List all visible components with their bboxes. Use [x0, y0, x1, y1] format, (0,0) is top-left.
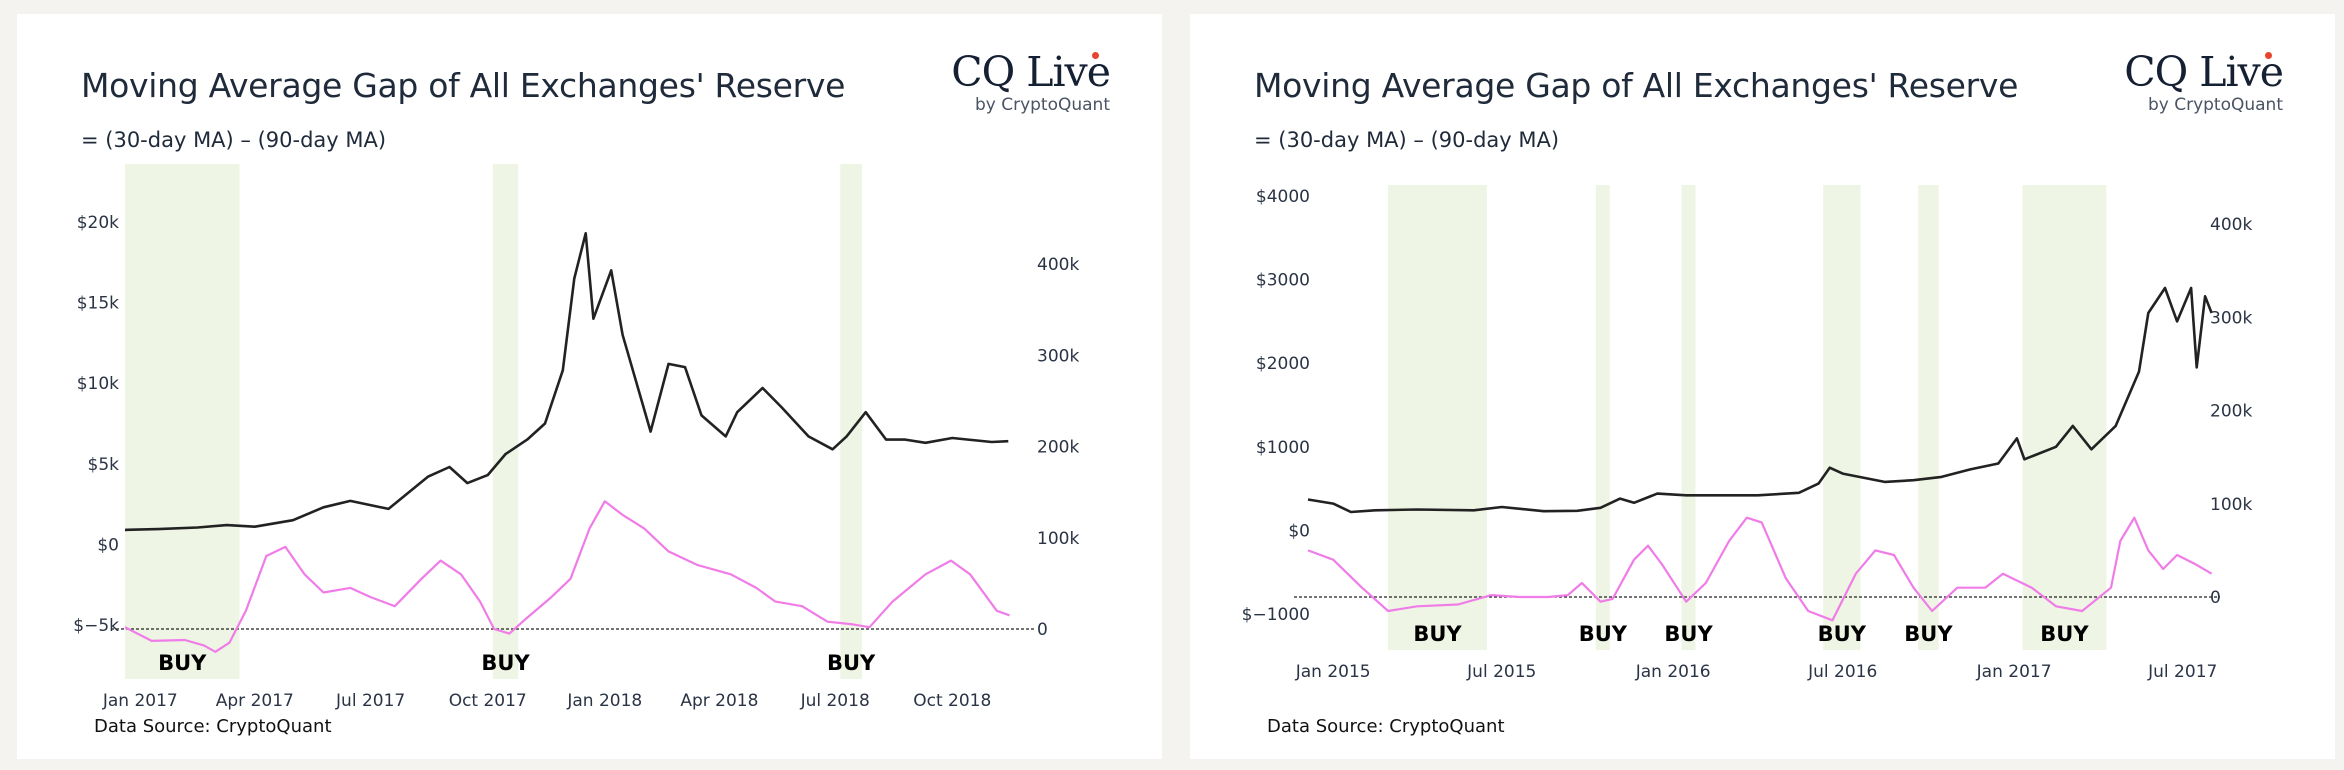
y-right-tick-label: 300k	[1037, 346, 1079, 366]
buy-label: BUY	[1664, 622, 1713, 646]
buy-label: BUY	[1413, 622, 1462, 646]
y-left-tick-label: $15k	[77, 294, 119, 314]
y-right-tick-label: 0	[1037, 620, 1048, 640]
x-tick-label: Apr 2017	[216, 691, 294, 711]
x-tick-label: Jan 2018	[566, 691, 642, 711]
data-source: Data Source: CryptoQuant	[94, 716, 332, 737]
chart-plot-left: BUY BUY BUY $20k $15k $10k $5k $0 $−5k 400k 300k 20…	[73, 164, 1079, 711]
x-tick-label: Jan 2017	[102, 691, 178, 711]
y-left-tick-label: $4000	[1256, 187, 1310, 207]
chart-subtitle: = (30-day MA) – (90-day MA)	[1254, 128, 1560, 152]
buy-zone	[1681, 185, 1696, 650]
logo-byline: by CryptoQuant	[2147, 95, 2283, 115]
y-right-tick-label: 400k	[1037, 255, 1079, 275]
logo-accent-dot	[1092, 52, 1099, 59]
y-right-tick-label: 100k	[2210, 495, 2252, 515]
y-left-tick-label: $0	[1288, 521, 1310, 541]
buy-zone	[1918, 185, 1939, 650]
buy-zone	[492, 164, 519, 679]
chart-panel-left: Moving Average Gap of All Exchanges' Res…	[17, 14, 1162, 759]
data-source: Data Source: CryptoQuant	[1267, 716, 1505, 737]
chart-subtitle: = (30-day MA) – (90-day MA)	[81, 128, 387, 152]
x-tick-label: Jul 2015	[1466, 662, 1536, 682]
buy-zone	[125, 164, 240, 679]
buy-zone	[1388, 185, 1487, 650]
y-left-tick-label: $2000	[1256, 354, 1310, 374]
x-tick-label: Jan 2016	[1635, 662, 1711, 682]
chart-plot-right: BUY BUY BUY BUY BUY BUY $4000 $3000 $2000 $1000 $0…	[1242, 185, 2252, 682]
x-tick-label: Oct 2018	[913, 691, 991, 711]
x-tick-label: Jan 2015	[1295, 662, 1371, 682]
logo-accent-dot	[2265, 52, 2272, 59]
y-right-tick-label: 200k	[2210, 402, 2252, 422]
y-left-tick-label: $−5k	[73, 616, 119, 636]
ma-gap-line	[1307, 516, 2213, 622]
logo-byline: by CryptoQuant	[974, 95, 1110, 115]
ma-gap-line	[124, 500, 1010, 653]
price-line	[1307, 286, 2213, 514]
buy-label: BUY	[827, 651, 876, 675]
y-left-tick-label: $3000	[1256, 271, 1310, 291]
y-left-tick-label: $−1000	[1242, 605, 1310, 625]
buy-zone	[1823, 185, 1861, 650]
x-tick-label: Jul 2017	[335, 691, 405, 711]
chart-panel-right: Moving Average Gap of All Exchanges' Res…	[1190, 14, 2335, 759]
y-right-tick-label: 0	[2210, 588, 2221, 608]
y-left-tick-label: $20k	[77, 213, 119, 233]
buy-label: BUY	[1818, 622, 1867, 646]
buy-zone	[1595, 185, 1610, 650]
x-tick-label: Jul 2017	[2147, 662, 2217, 682]
x-tick-label: Jul 2016	[1807, 662, 1877, 682]
buy-zone	[840, 164, 862, 679]
buy-label: BUY	[481, 651, 530, 675]
chart-title: Moving Average Gap of All Exchanges' Res…	[81, 66, 846, 105]
x-tick-label: Apr 2018	[680, 691, 758, 711]
y-left-tick-label: $1000	[1256, 438, 1310, 458]
price-line	[124, 232, 1009, 532]
buy-label: BUY	[1904, 622, 1953, 646]
y-right-tick-label: 400k	[2210, 215, 2252, 235]
cq-live-logo: CQ Live by CryptoQuant	[951, 48, 1111, 115]
buy-label: BUY	[158, 651, 207, 675]
y-left-tick-label: $5k	[88, 455, 120, 475]
y-left-tick-label: $0	[97, 535, 119, 555]
x-tick-label: Jan 2017	[1976, 662, 2052, 682]
buy-label: BUY	[2040, 622, 2089, 646]
y-right-tick-label: 300k	[2210, 308, 2252, 328]
y-left-tick-label: $10k	[77, 374, 119, 394]
logo-wordmark: CQ Live	[951, 48, 1111, 96]
buy-label: BUY	[1579, 622, 1628, 646]
logo-wordmark: CQ Live	[2124, 48, 2284, 96]
y-right-tick-label: 200k	[1037, 438, 1079, 458]
x-tick-label: Oct 2017	[449, 691, 527, 711]
y-right-tick-label: 100k	[1037, 529, 1079, 549]
chart-title: Moving Average Gap of All Exchanges' Res…	[1254, 66, 2019, 105]
cq-live-logo: CQ Live by CryptoQuant	[2124, 48, 2284, 115]
x-tick-label: Jul 2018	[800, 691, 870, 711]
buy-zone	[2022, 185, 2107, 650]
